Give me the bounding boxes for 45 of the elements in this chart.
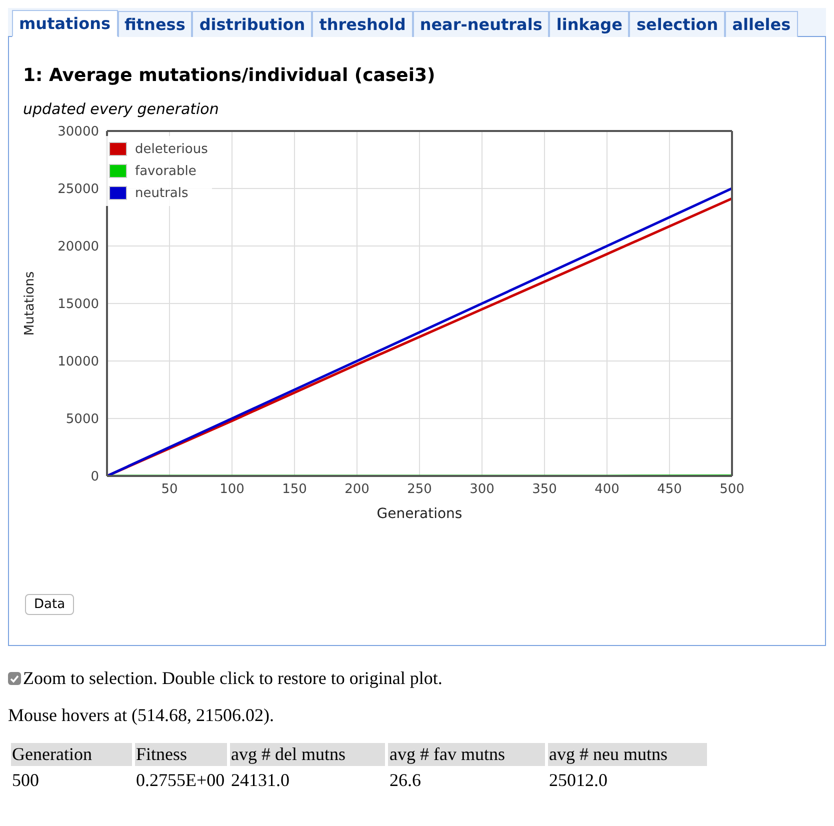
text: selection (629, 11, 726, 37)
y-tick-label: 15000 (58, 297, 99, 312)
text: avg # neu mutns (548, 743, 708, 766)
legend-label: deleterious (135, 142, 208, 156)
y-tick-label: 5000 (66, 412, 99, 428)
x-tick-label: 450 (657, 482, 682, 498)
x-tick-label: 350 (532, 482, 557, 498)
text: Fitness (134, 743, 227, 766)
text: alleles (725, 11, 798, 37)
y-axis-title: Mutations (22, 271, 38, 336)
y-tick-label: 20000 (58, 240, 99, 255)
text: 25012.0 (548, 769, 608, 792)
text: 24131.0 (230, 769, 290, 792)
text: distribution (192, 11, 312, 37)
x-axis-title: Generations (376, 506, 462, 522)
chart-title: 1: Average mutations/individual (casei3) (23, 65, 436, 86)
text: avg # del mutns (230, 743, 386, 766)
y-tick-label: 25000 (58, 182, 99, 198)
x-tick-label: 100 (220, 482, 244, 498)
text: Mouse hovers at (514.68, 21506.02). (8, 705, 275, 726)
text: 0.2755E+00 (134, 769, 226, 792)
text: linkage (549, 11, 630, 37)
text: mutations (12, 10, 118, 37)
text: Data (25, 594, 74, 615)
x-tick-label: 200 (344, 482, 370, 498)
legend-label: neutrals (135, 186, 188, 200)
legend-label: favorable (135, 164, 196, 178)
text: 26.6 (388, 769, 422, 792)
chart-subtitle: updated every generation (23, 100, 220, 118)
text: fitness (118, 11, 192, 37)
text: Generation (11, 743, 132, 766)
y-tick-label: 30000 (58, 124, 99, 140)
y-tick-label: 10000 (58, 354, 99, 370)
x-tick-label: 250 (407, 482, 432, 498)
y-tick-label: 0 (90, 470, 99, 485)
text: 500 (11, 769, 40, 792)
x-tick-label: 300 (470, 482, 494, 498)
text: threshold (312, 11, 413, 37)
x-tick-label: 400 (594, 482, 620, 498)
text: Zoom to selection. Double click to restore to original plot. (23, 668, 442, 689)
text: avg # fav mutns (388, 743, 545, 766)
text: near-neutrals (412, 11, 550, 37)
x-tick-label: 50 (161, 482, 178, 498)
x-tick-label: 150 (282, 482, 307, 498)
x-tick-label: 500 (720, 482, 744, 498)
